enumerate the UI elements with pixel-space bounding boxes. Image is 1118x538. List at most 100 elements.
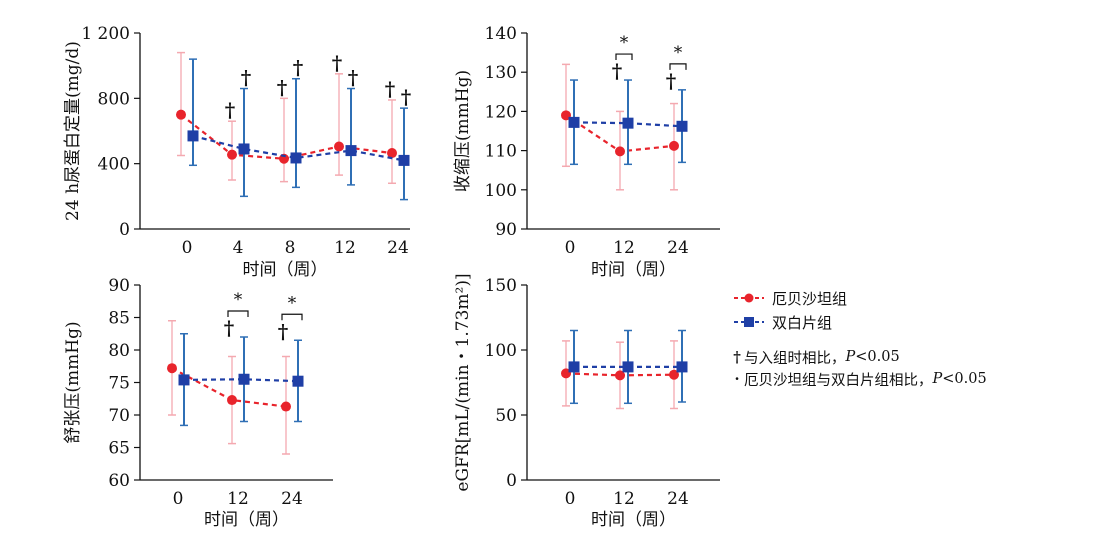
legend-item-shuangbai: 双白片组: [732, 310, 1112, 334]
y-tick-label: 120: [485, 102, 517, 122]
series-irbesartan: [176, 51, 397, 185]
x-tick-label: 24: [667, 489, 689, 509]
chart-panel-1: 0 400 800 1 200 0 4 8 12 24 时间（周） 24 h尿蛋白定量(mg/d) †…: [63, 24, 411, 280]
significance-bracket: [615, 53, 633, 61]
series-irbesartan: [167, 320, 291, 455]
data-point: [622, 361, 634, 373]
asterisk-mark: *: [674, 43, 683, 63]
x-axis-title: 时间（周）: [204, 510, 289, 530]
x-tick-label: 12: [227, 489, 249, 509]
x-tick-label: 0: [182, 238, 193, 258]
legend: 厄贝沙坦组 双白片组 † 与入组时相比， P <0.05 · 厄贝沙坦组与双白片组相…: [732, 286, 1112, 390]
series-shuangbai: [568, 329, 688, 405]
y-tick-label: 75: [108, 374, 130, 394]
legend-red-circle-icon: [732, 291, 766, 305]
dagger-mark: †: [278, 319, 288, 343]
y-tick-label: 70: [108, 406, 130, 426]
legend-item-irbesartan: 厄贝沙坦组: [732, 286, 1112, 310]
y-tick-label: 50: [495, 406, 517, 426]
significance-bracket: [281, 313, 303, 321]
dagger-mark: †: [277, 75, 287, 99]
legend-note-dot-value: <0.05: [942, 371, 987, 387]
x-axis-title: 时间（周）: [591, 260, 676, 280]
series-irbesartan: [561, 63, 679, 191]
y-tick-label: 140: [485, 24, 517, 44]
legend-blue-square-icon: [732, 315, 766, 329]
asterisk-mark: *: [234, 290, 243, 310]
data-point: [238, 373, 250, 385]
legend-label-shuangbai: 双白片组: [772, 313, 833, 332]
y-tick-label: 100: [485, 181, 517, 201]
significance-bracket: [669, 63, 687, 70]
data-point: [615, 146, 625, 157]
x-tick-label: 8: [285, 238, 296, 258]
y-tick-label: 1 200: [81, 24, 130, 44]
data-point: [568, 116, 580, 128]
y-tick-label: 80: [108, 341, 130, 361]
legend-label-irbesartan: 厄贝沙坦组: [772, 289, 848, 308]
x-tick-label: 12: [613, 238, 635, 258]
legend-note-dagger: † 与入组时相比， P <0.05: [732, 346, 1112, 368]
x-tick-label: 12: [334, 238, 356, 258]
dagger-mark: †: [612, 59, 622, 83]
data-point: [227, 395, 237, 406]
data-point: [292, 375, 304, 387]
series-line: [183, 378, 299, 383]
series-irbesartan: [561, 340, 679, 410]
x-tick-label: 0: [565, 238, 576, 258]
y-tick-label: 0: [506, 471, 517, 491]
legend-note-dot: · 厄贝沙坦组与双白片组相比， P <0.05: [732, 368, 1112, 390]
data-point: [398, 154, 410, 166]
data-point: [676, 120, 688, 132]
y-tick-label: 90: [108, 276, 130, 296]
data-point: [669, 140, 679, 151]
data-point: [178, 374, 190, 386]
dagger-mark: †: [224, 316, 234, 340]
y-tick-label: 130: [485, 63, 517, 83]
y-tick-label: 85: [108, 309, 130, 329]
x-axis-title: 时间（周）: [591, 510, 676, 530]
dagger-mark: †: [348, 66, 358, 90]
y-tick-label: 100: [485, 341, 517, 361]
data-point: [176, 109, 186, 120]
x-axis-title: 时间（周）: [243, 260, 328, 280]
dagger-mark: †: [241, 66, 251, 90]
y-tick-label: 60: [108, 471, 130, 491]
y-tick-label: 90: [495, 220, 517, 240]
data-point: [622, 117, 634, 129]
legend-note-dagger-text: 与入组时相比，: [744, 350, 846, 367]
significance-bracket: [227, 310, 249, 317]
data-point: [387, 148, 397, 159]
y-axis-title: eGFR[mL/(min・1.73m²)]: [453, 273, 473, 491]
x-tick-label: 24: [387, 238, 409, 258]
y-tick-label: 150: [485, 276, 517, 296]
dagger-mark: †: [666, 69, 676, 93]
legend-note-dagger-value: <0.05: [855, 349, 900, 365]
y-tick-label: 800: [98, 89, 130, 109]
dagger-mark: †: [293, 56, 303, 80]
x-tick-label: 24: [667, 238, 689, 258]
x-tick-label: 24: [281, 489, 303, 509]
data-point: [238, 143, 250, 155]
series-shuangbai: [178, 333, 304, 427]
y-tick-label: 0: [119, 220, 130, 240]
y-tick-label: 400: [98, 155, 130, 175]
data-point: [290, 152, 302, 164]
data-point: [676, 361, 688, 373]
dagger-mark: †: [332, 51, 342, 75]
x-tick-label: 0: [173, 489, 184, 509]
y-tick-label: 65: [108, 439, 130, 459]
dagger-mark: †: [385, 77, 395, 101]
data-point: [334, 141, 344, 152]
series-shuangbai: [568, 79, 688, 166]
data-point: [281, 401, 291, 412]
asterisk-mark: *: [288, 293, 297, 313]
y-tick-label: 110: [485, 142, 517, 162]
data-point: [615, 370, 625, 381]
y-axis-title: 收缩压(mmHg): [453, 70, 473, 192]
data-point: [227, 149, 237, 160]
dagger-icon: †: [733, 348, 741, 366]
